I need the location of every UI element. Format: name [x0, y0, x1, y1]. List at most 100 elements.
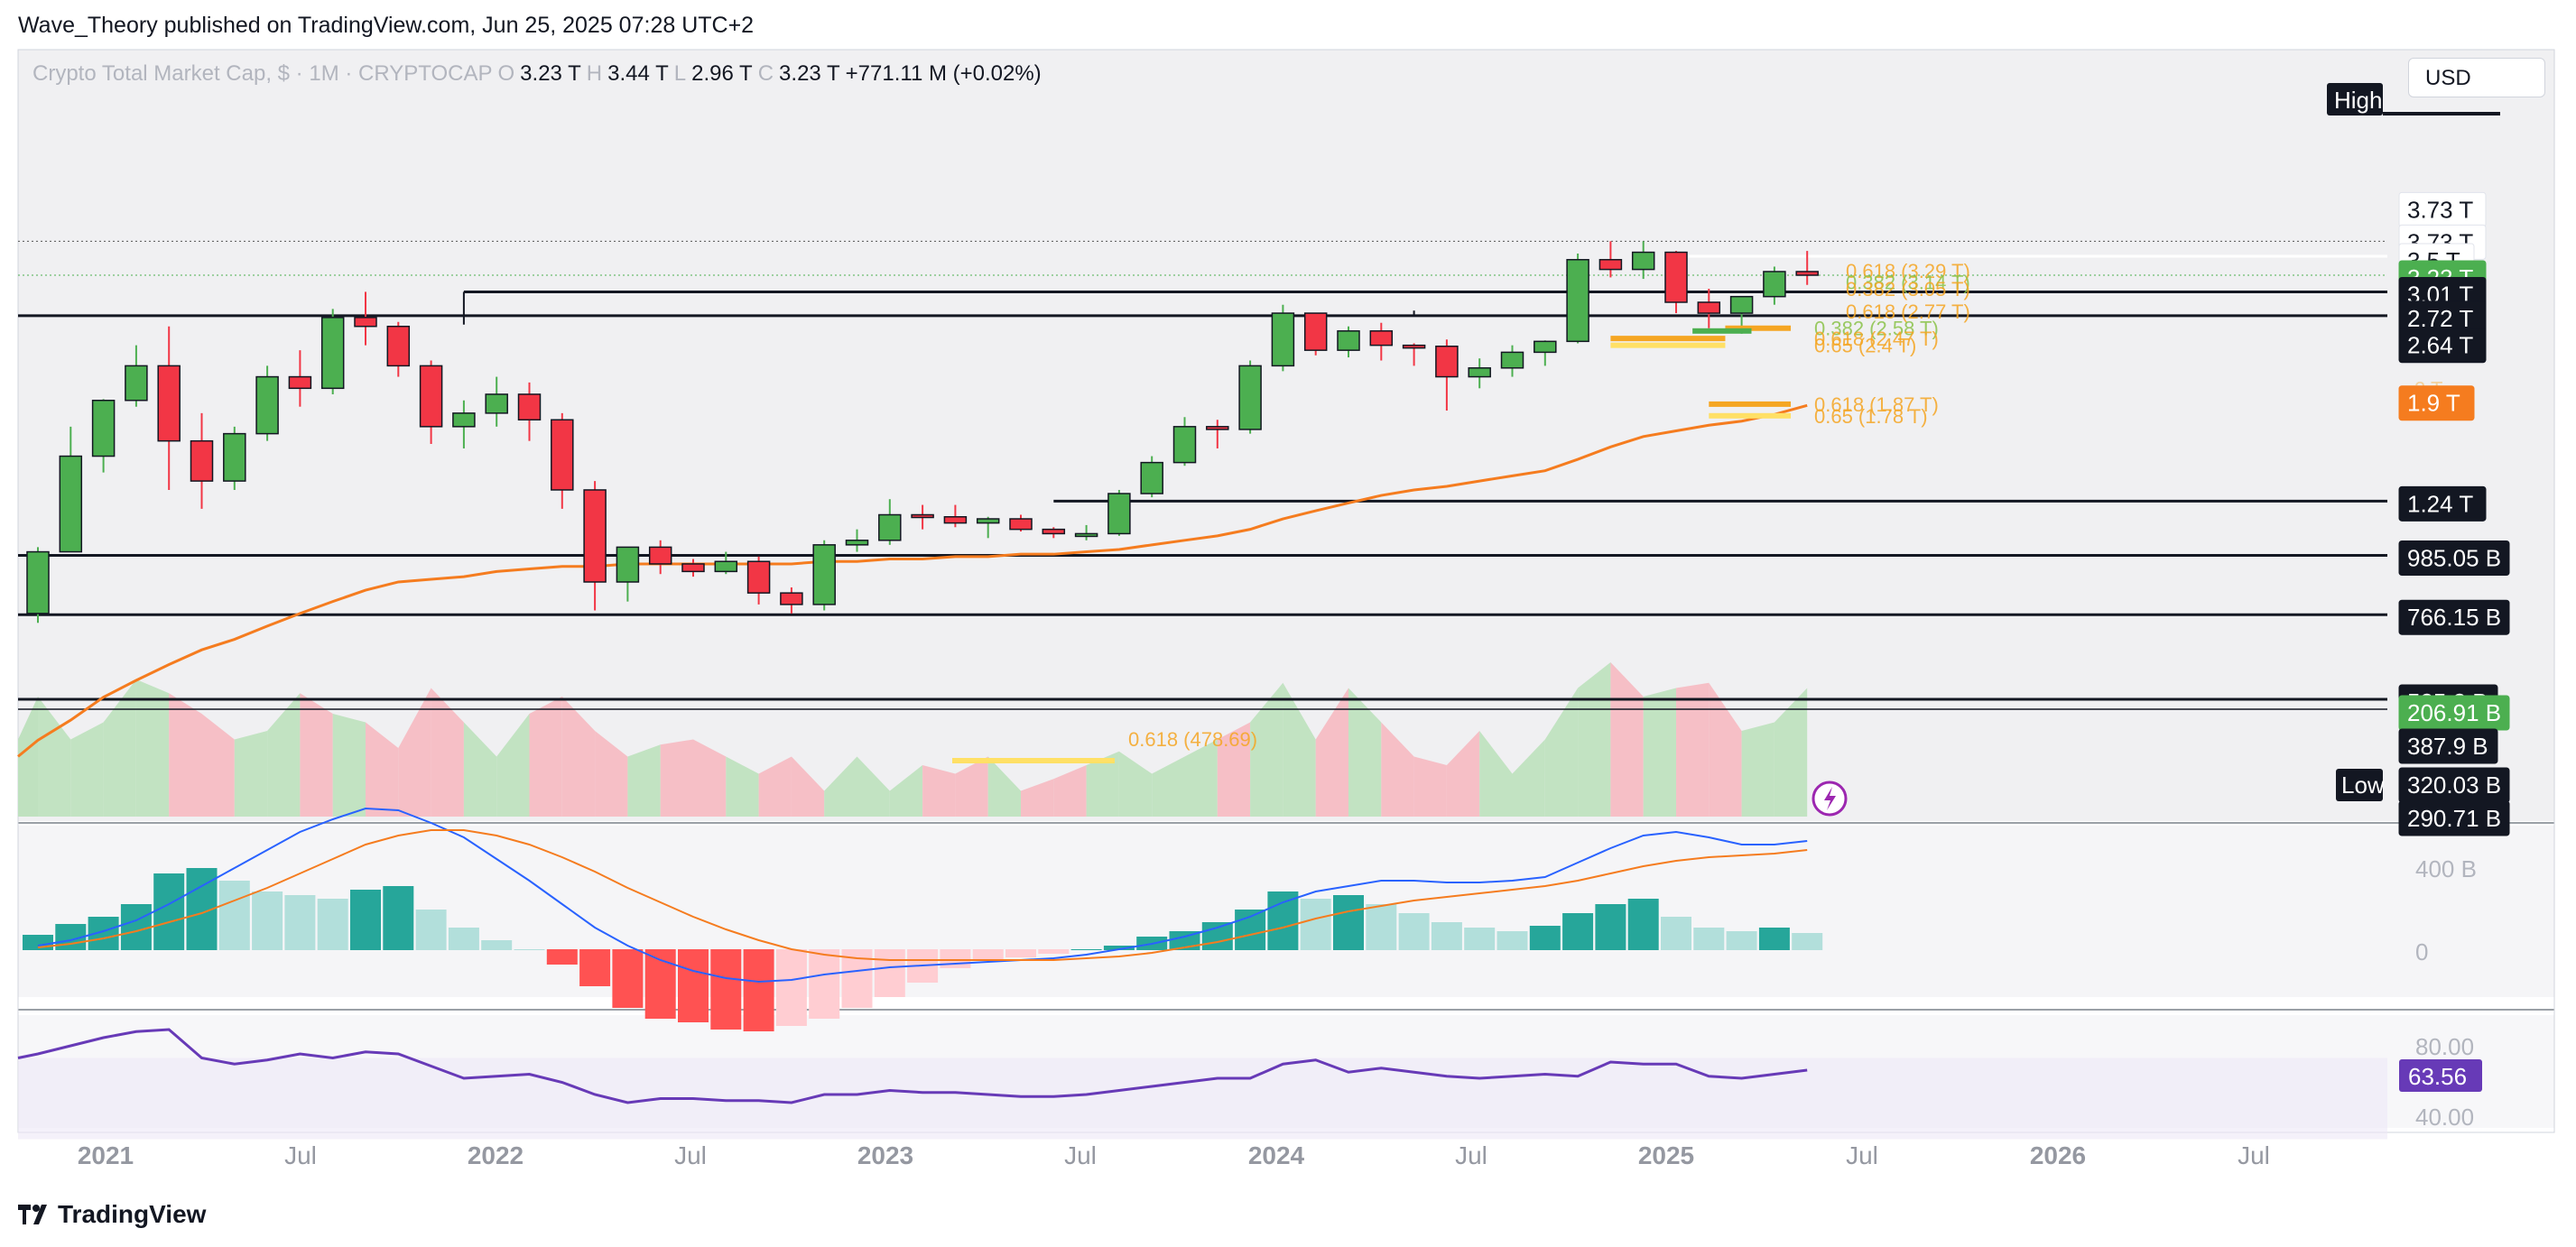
volume-area-segment	[135, 679, 170, 817]
volume-area-segment	[1610, 662, 1644, 817]
price-label-level-bg	[2398, 728, 2498, 764]
volume-area-segment	[1053, 765, 1087, 817]
currency-button[interactable]: USD	[2408, 58, 2545, 97]
candle-body	[1500, 351, 1524, 369]
candle-body	[1303, 312, 1328, 351]
macd-tick-label: 0	[2415, 938, 2428, 965]
candle-body	[1238, 365, 1262, 430]
fib-label: 0.618 (478.69)	[1128, 728, 1257, 751]
price-label-level-text: 2.64 T	[2407, 332, 2473, 359]
candle	[1172, 417, 1197, 466]
volume-area-segment	[234, 731, 268, 817]
fib-zone	[1610, 342, 1726, 348]
candle-body	[1206, 426, 1229, 430]
time-axis-label: Jul	[1455, 1141, 1487, 1169]
candle	[517, 382, 542, 441]
volume-area-segment	[1774, 688, 1808, 817]
candle	[1598, 241, 1623, 278]
candle-body	[1697, 301, 1721, 314]
candle	[1107, 489, 1131, 536]
time-axis-label: 2026	[2030, 1141, 2086, 1169]
volume-area-segment	[1643, 688, 1676, 817]
macd-histogram-bar	[1300, 899, 1331, 950]
price-label-level: 2.72 T	[2398, 300, 2487, 337]
fib-zone	[1709, 412, 1792, 419]
macd-histogram-bar	[23, 935, 53, 950]
candle	[1140, 456, 1163, 498]
fib-label: 0.618 (2.47 T)	[1814, 328, 1939, 350]
candle-body	[1435, 345, 1459, 378]
candle	[1009, 514, 1033, 532]
macd-histogram-bar	[1038, 949, 1070, 954]
candle-body	[616, 546, 640, 583]
price-label-level: 766.15 B	[2398, 599, 2510, 635]
volume-area-segment	[1315, 688, 1348, 817]
candle	[1697, 288, 1721, 328]
candle-body	[1729, 295, 1754, 314]
brand-label: TradingView	[58, 1200, 207, 1228]
fib-zone	[1709, 401, 1792, 407]
volume-area-segment	[366, 722, 399, 817]
price-label-level: 290.71 B	[2398, 800, 2510, 836]
candle	[1729, 295, 1754, 334]
candle-body	[648, 546, 672, 565]
candle	[583, 481, 607, 611]
macd-histogram-bar	[1103, 946, 1135, 950]
macd-histogram-bar	[1398, 913, 1430, 950]
candle-body	[1271, 312, 1295, 367]
volume-area-segment	[1348, 688, 1382, 817]
macd-histogram-bar	[1726, 931, 1757, 950]
candle-body	[190, 439, 214, 482]
candle-body	[780, 592, 803, 605]
volume-area-segment	[561, 697, 596, 817]
candle-body	[1337, 330, 1360, 351]
volume-area-segment	[1413, 756, 1447, 817]
volume-area-segment	[1512, 739, 1545, 817]
legend-close-value: 3.23 T	[779, 61, 840, 86]
macd-histogram-bar	[612, 949, 644, 1008]
volume-area-segment	[1118, 751, 1153, 817]
legend-high-label: H	[586, 61, 603, 86]
volume-area-segment	[431, 688, 464, 817]
macd-histogram-bar	[448, 928, 479, 950]
volume-area-segment	[1446, 731, 1480, 817]
price-label-level-text: 1.24 T	[2407, 490, 2473, 517]
time-axis-label: 2023	[857, 1141, 913, 1169]
legend-low-value: 2.96 T	[691, 61, 753, 86]
macd-histogram-bar	[1333, 895, 1364, 950]
price-label-level: 387.9 B	[2398, 728, 2498, 764]
volume-area-segment	[1283, 682, 1316, 817]
price-label-high-1-text: 3.73 T	[2407, 196, 2473, 223]
candle	[59, 426, 83, 553]
volume-area-segment	[332, 714, 366, 817]
candle-body	[91, 399, 116, 457]
high-badge: High	[2327, 83, 2383, 115]
candle	[26, 547, 50, 624]
fib-zone	[952, 758, 1115, 763]
time-axis-label: Jul	[1064, 1141, 1097, 1169]
time-axis-label: Jul	[2238, 1141, 2270, 1169]
rsi-tick-label: 80.00	[2415, 1033, 2474, 1060]
candle-body	[1042, 528, 1066, 535]
candle	[845, 529, 869, 552]
volume-area-segment	[955, 756, 988, 817]
signal-line	[37, 829, 1808, 961]
candle-body	[943, 516, 968, 524]
candle	[1238, 360, 1262, 434]
candle	[1402, 343, 1426, 366]
legend-symbol[interactable]: Crypto Total Market Cap, $ · 1M · CRYPTO…	[32, 61, 493, 86]
candle-body	[1107, 493, 1131, 535]
macd-histogram-bar	[1758, 928, 1790, 950]
price-label-high-1: 3.73 T	[2398, 191, 2487, 227]
price-label-level: 2.64 T	[2398, 328, 2487, 364]
price-label-level-bg	[2398, 328, 2487, 364]
candle	[1271, 304, 1295, 372]
candle-body	[1369, 330, 1394, 346]
macd-histogram-bar	[1693, 928, 1725, 950]
candle-body	[452, 412, 476, 428]
candle-body	[812, 544, 836, 605]
tradingview-logo[interactable]: TradingView	[18, 1200, 206, 1229]
volume-area-segment	[824, 756, 857, 817]
volume-area-segment	[1676, 682, 1710, 817]
